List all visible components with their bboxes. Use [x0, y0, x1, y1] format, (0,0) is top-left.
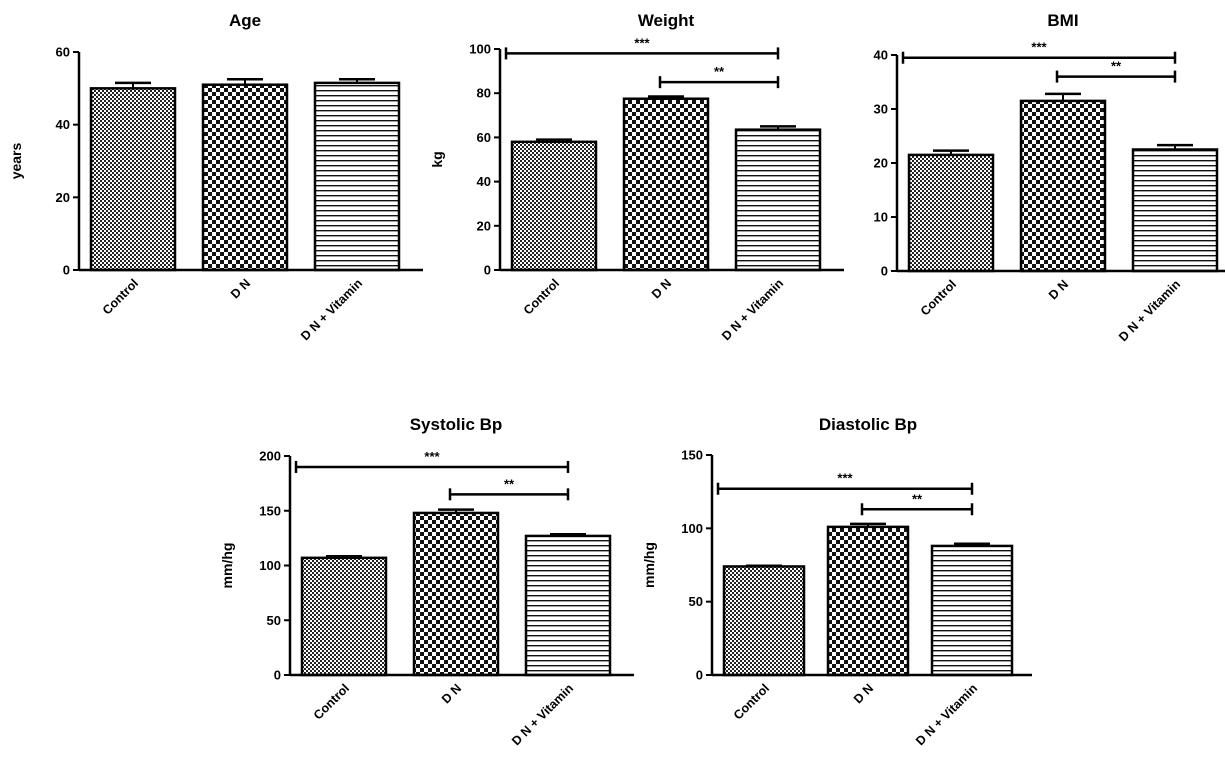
y-tick-label-1: 20: [477, 218, 491, 233]
bar-0: [300, 556, 388, 677]
significance-label-0: ***: [634, 35, 650, 50]
bar-0: [907, 153, 995, 273]
significance-label-0: ***: [424, 449, 440, 464]
category-label-0: Control: [918, 277, 959, 318]
y-tick-label-1: 10: [874, 210, 888, 225]
y-tick-label-0: 0: [484, 263, 491, 278]
bar-2: [930, 544, 1014, 677]
significance-label-0: ***: [837, 471, 853, 486]
y-tick-label-2: 40: [477, 174, 491, 189]
chart-title: Diastolic Bp: [819, 415, 917, 434]
bar-0: [89, 87, 177, 272]
bar-2: [734, 128, 822, 272]
bar-1: [622, 97, 710, 272]
y-tick-label-5: 100: [469, 42, 491, 57]
y-tick-label-2: 100: [259, 558, 281, 573]
category-label-2: D N + Vitamin: [509, 681, 576, 748]
y-axis-label: kg: [429, 151, 445, 167]
category-label-1: D N: [851, 681, 876, 706]
y-tick-label-4: 200: [259, 449, 281, 464]
chart-title: Weight: [638, 11, 695, 30]
bar-2: [313, 81, 401, 272]
category-label-1: D N: [228, 276, 253, 301]
bar-2: [1131, 148, 1219, 273]
bar-0: [510, 140, 598, 272]
y-tick-label-1: 50: [689, 594, 703, 609]
y-tick-label-0: 0: [63, 263, 70, 278]
y-tick-label-2: 20: [874, 156, 888, 171]
bar-2: [524, 534, 612, 677]
category-label-2: D N + Vitamin: [719, 276, 786, 343]
bar-1: [201, 83, 289, 272]
y-tick-label-3: 150: [259, 503, 281, 518]
y-axis-label: years: [8, 142, 24, 179]
y-tick-label-0: 0: [696, 668, 703, 683]
significance-label-1: **: [912, 491, 923, 506]
bar-0: [722, 565, 806, 677]
significance-label-0: ***: [1031, 40, 1047, 55]
significance-label-1: **: [714, 64, 725, 79]
category-label-1: D N: [439, 681, 464, 706]
y-tick-label-3: 60: [477, 130, 491, 145]
category-label-1: D N: [649, 276, 674, 301]
y-axis-label: mm/hg: [219, 543, 235, 589]
y-axis-label: mm/hg: [641, 542, 657, 588]
y-tick-label-0: 0: [274, 668, 281, 683]
y-tick-label-2: 40: [56, 117, 70, 132]
category-label-1: D N: [1046, 277, 1071, 302]
category-label-2: D N + Vitamin: [1116, 277, 1183, 344]
significance-label-1: **: [1111, 59, 1122, 74]
category-label-0: Control: [100, 276, 141, 317]
chart-1: Control D N D N + Vitamin 0 20 40 60 80 100 Weigh…: [429, 11, 844, 343]
y-tick-label-4: 80: [477, 86, 491, 101]
y-tick-label-1: 50: [267, 613, 281, 628]
y-tick-label-2: 100: [681, 521, 703, 536]
y-tick-label-3: 30: [874, 102, 888, 117]
y-tick-label-1: 20: [56, 190, 70, 205]
chart-4: Control D N D N + Vitamin 0 50 100 150 Diastoli…: [641, 415, 1032, 748]
y-tick-label-3: 60: [56, 45, 70, 60]
y-tick-label-0: 0: [881, 264, 888, 279]
category-label-0: Control: [731, 681, 772, 722]
chart-3: Control D N D N + Vitamin 0 50 100 150 200 Systo…: [219, 415, 634, 748]
chart-title: Systolic Bp: [410, 415, 503, 434]
chart-0: Control D N D N + Vitamin 0 20 40 60 Age years: [8, 11, 423, 343]
bar-1: [1019, 99, 1107, 273]
category-label-0: Control: [521, 276, 562, 317]
category-label-2: D N + Vitamin: [298, 276, 365, 343]
category-label-0: Control: [311, 681, 352, 722]
bar-1: [826, 525, 910, 677]
bar-1: [412, 511, 500, 677]
category-label-2: D N + Vitamin: [913, 681, 980, 748]
chart-title: BMI: [1047, 11, 1078, 30]
significance-label-1: **: [504, 476, 515, 491]
y-tick-label-4: 40: [874, 48, 888, 63]
chart-title: Age: [229, 11, 261, 30]
y-tick-label-3: 150: [681, 448, 703, 463]
